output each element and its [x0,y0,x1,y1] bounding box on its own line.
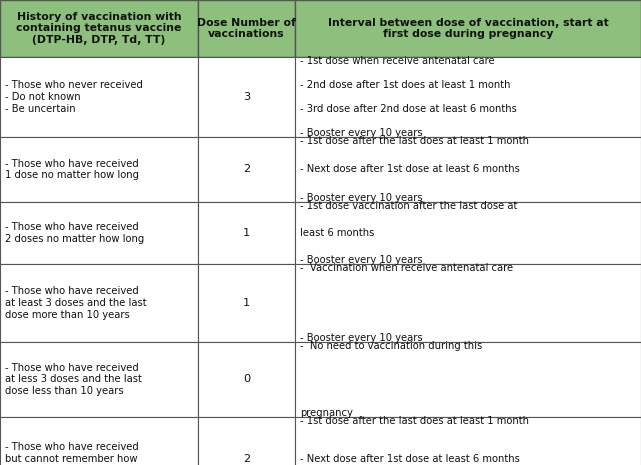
Text: 0: 0 [243,374,250,385]
Bar [0,57,198,137]
Bar [295,342,641,417]
Text: Interval between dose of vaccination, start at
first dose during pregnancy: Interval between dose of vaccination, st… [328,18,608,40]
Text: - Booster every 10 years: - Booster every 10 years [300,128,422,138]
Bar [295,0,641,57]
Bar [0,417,198,465]
Bar [198,202,295,264]
Text: 3: 3 [243,92,250,102]
Bar [198,57,295,137]
Text: - 1st dose after the last does at least 1 month: - 1st dose after the last does at least … [300,136,529,146]
Bar [295,137,641,202]
Bar [0,202,198,264]
Bar [198,417,295,465]
Text: 2: 2 [243,453,250,464]
Text: - 2nd dose after 1st does at least 1 month: - 2nd dose after 1st does at least 1 mon… [300,80,510,90]
Text: 2: 2 [243,165,250,174]
Bar [295,202,641,264]
Bar [198,0,295,57]
Text: - Those who have received
at least 3 doses and the last
dose more than 10 years: - Those who have received at least 3 dos… [5,286,147,319]
Text: - Those who have received
at less 3 doses and the last
dose less than 10 years: - Those who have received at less 3 dose… [5,363,142,396]
Text: 1: 1 [243,228,250,238]
Bar [295,264,641,342]
Text: - Those who have received
1 dose no matter how long: - Those who have received 1 dose no matt… [5,159,139,180]
Text: - Next dose after 1st dose at least 6 months: - Next dose after 1st dose at least 6 mo… [300,165,520,174]
Bar [0,137,198,202]
Text: -  No need to vaccination during this: - No need to vaccination during this [300,341,482,351]
Text: - Those who have received
2 doses no matter how long: - Those who have received 2 doses no mat… [5,222,144,244]
Bar [0,264,198,342]
Bar [198,264,295,342]
Text: - 1st dose after the last does at least 1 month: - 1st dose after the last does at least … [300,416,529,426]
Text: - 1st dose when receive antenatal care: - 1st dose when receive antenatal care [300,56,495,66]
Text: - 3rd dose after 2nd dose at least 6 months: - 3rd dose after 2nd dose at least 6 mon… [300,104,517,114]
Text: - Those who have received
but cannot remember how
many times.: - Those who have received but cannot rem… [5,442,138,465]
Text: - Booster every 10 years: - Booster every 10 years [300,333,422,343]
Bar [0,0,198,57]
Text: - 1st dose vaccination after the last dose at: - 1st dose vaccination after the last do… [300,201,517,211]
Text: - Next dose after 1st dose at least 6 months: - Next dose after 1st dose at least 6 mo… [300,453,520,464]
Text: - Those who never received
- Do not known
- Be uncertain: - Those who never received - Do not know… [5,80,143,113]
Text: 1: 1 [243,298,250,308]
Text: least 6 months: least 6 months [300,228,374,238]
Bar [198,342,295,417]
Text: Dose Number of
vaccinations: Dose Number of vaccinations [197,18,296,40]
Text: - Booster every 10 years: - Booster every 10 years [300,255,422,265]
Text: - Booster every 10 years: - Booster every 10 years [300,193,422,203]
Bar [295,417,641,465]
Text: pregnancy: pregnancy [300,408,353,418]
Text: -  Vaccination when receive antenatal care: - Vaccination when receive antenatal car… [300,263,513,273]
Text: History of vaccination with
containing tetanus vaccine
(DTP-HB, DTP, Td, TT): History of vaccination with containing t… [16,12,181,45]
Bar [198,137,295,202]
Bar [295,57,641,137]
Bar [0,342,198,417]
